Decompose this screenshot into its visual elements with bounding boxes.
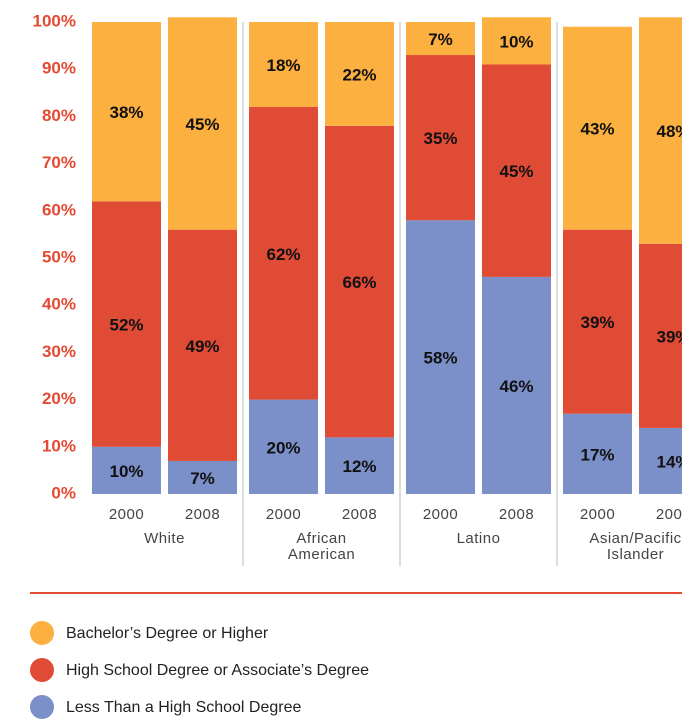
y-tick-label: 20% (42, 389, 76, 408)
data-label: 49% (185, 337, 219, 356)
data-label: 7% (190, 469, 215, 488)
y-tick-label: 60% (42, 200, 76, 219)
bar-segment (406, 220, 475, 495)
data-label: 7% (428, 30, 453, 49)
data-label: 66% (342, 273, 376, 292)
data-label: 35% (423, 129, 457, 148)
bar-segment (406, 55, 475, 221)
bar-segment (249, 22, 318, 107)
legend-swatch (30, 658, 54, 682)
bar-segment (639, 17, 682, 244)
group-label: Asian/Pacific Islander (589, 530, 682, 563)
y-tick-label: 90% (42, 59, 76, 78)
data-label: 39% (656, 327, 682, 346)
data-label: 20% (266, 438, 300, 457)
data-label: 38% (109, 103, 143, 122)
bar-segment (563, 229, 632, 414)
bar-segment (249, 399, 318, 494)
x-tick-label: 2008 (342, 506, 377, 523)
y-tick-label: 30% (42, 342, 76, 361)
data-label: 43% (580, 120, 614, 139)
bar-segment (563, 413, 632, 494)
data-label: 52% (109, 316, 143, 335)
bar-segment (92, 446, 161, 494)
x-tick-label: 2008 (185, 506, 220, 523)
data-label: 18% (266, 56, 300, 75)
bar-segment (639, 427, 682, 494)
x-tick-label: 2008 (656, 506, 682, 523)
bar-segment (168, 17, 237, 230)
data-label: 10% (499, 32, 533, 51)
data-label: 45% (185, 115, 219, 134)
data-label: 14% (656, 452, 682, 471)
y-tick-label: 80% (42, 106, 76, 125)
data-label: 17% (580, 445, 614, 464)
bar-segment (325, 22, 394, 126)
bar-segment (325, 437, 394, 494)
data-label: 62% (266, 245, 300, 264)
bar-segment (482, 276, 551, 494)
legend-label: High School Degree or Associate’s Degree (66, 662, 369, 679)
bar-segment (168, 460, 237, 494)
y-tick-label: 100% (33, 11, 76, 30)
data-label: 58% (423, 349, 457, 368)
bar-segment (325, 125, 394, 438)
data-label: 10% (109, 462, 143, 481)
x-tick-label: 2000 (109, 506, 144, 523)
x-tick-label: 2000 (580, 506, 615, 523)
x-tick-label: 2008 (499, 506, 534, 523)
bar-segment (92, 22, 161, 202)
y-tick-label: 50% (42, 247, 76, 266)
bar-segment (406, 22, 475, 56)
bar-segment (639, 243, 682, 428)
x-tick-label: 2000 (423, 506, 458, 523)
y-tick-label: 40% (42, 295, 76, 314)
y-tick-label: 10% (42, 436, 76, 455)
data-label: 46% (499, 377, 533, 396)
bar-segment (482, 17, 551, 65)
group-label: African American (287, 530, 356, 563)
data-label: 22% (342, 65, 376, 84)
data-label: 12% (342, 457, 376, 476)
bar-segment (563, 26, 632, 230)
legend-swatch (30, 695, 54, 719)
group-label: Latino (456, 530, 501, 547)
data-label: 39% (580, 313, 614, 332)
legend-swatch (30, 621, 54, 645)
y-tick-label: 70% (42, 153, 76, 172)
group-label: White (144, 530, 185, 547)
bar-segment (92, 201, 161, 447)
bar-segment (482, 64, 551, 277)
bar-segment (168, 229, 237, 461)
data-label: 48% (656, 122, 682, 141)
legend-label: Bachelor’s Degree or Higher (66, 625, 269, 642)
data-label: 45% (499, 162, 533, 181)
x-tick-label: 2000 (266, 506, 301, 523)
y-tick-label: 0% (51, 483, 76, 502)
bar-segment (249, 106, 318, 400)
legend-label: Less Than a High School Degree (66, 699, 302, 716)
